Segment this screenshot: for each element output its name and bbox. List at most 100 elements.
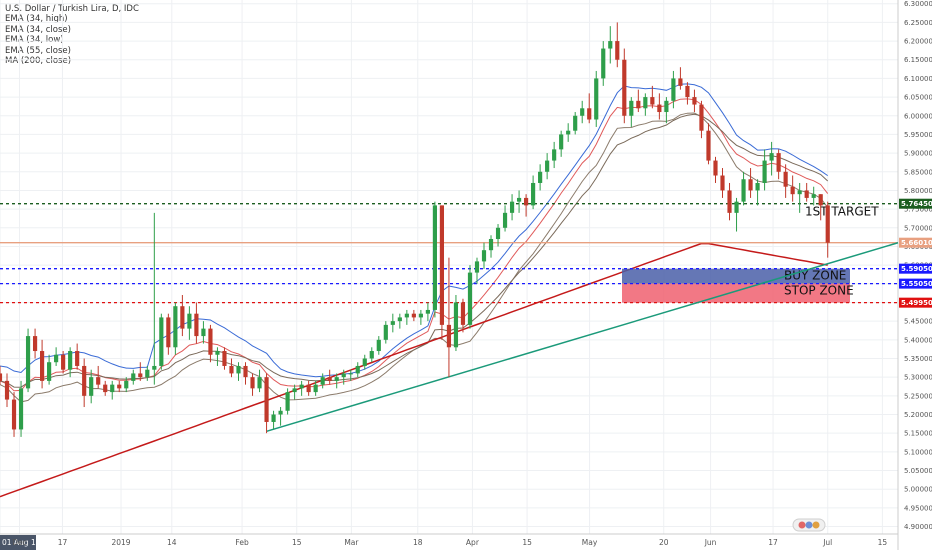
candle-body[interactable] <box>699 104 704 131</box>
candle-body[interactable] <box>18 388 24 430</box>
candle-body[interactable] <box>629 100 634 116</box>
candle-body[interactable] <box>706 130 711 161</box>
candle-body[interactable] <box>96 377 101 385</box>
candle-body[interactable] <box>762 160 767 183</box>
candle-body[interactable] <box>208 328 213 355</box>
candle-body[interactable] <box>783 171 788 187</box>
candle-body[interactable] <box>32 336 38 352</box>
candle-body[interactable] <box>68 351 73 370</box>
candle-body[interactable] <box>650 97 655 105</box>
candle-body[interactable] <box>552 149 557 161</box>
candle-body[interactable] <box>243 365 248 378</box>
legend-ema34-low[interactable]: EMA (34, low) <box>5 35 64 46</box>
candle-body[interactable] <box>615 41 620 60</box>
candle-body[interactable] <box>776 153 781 172</box>
candle-body[interactable] <box>47 362 52 381</box>
candle-body[interactable] <box>594 78 599 120</box>
candle-body[interactable] <box>306 384 311 393</box>
candle-body[interactable] <box>180 306 185 329</box>
candle-body[interactable] <box>159 317 164 366</box>
candle-body[interactable] <box>215 351 220 355</box>
candle-body[interactable] <box>566 130 571 135</box>
candle-body[interactable] <box>439 205 445 325</box>
candle-body[interactable] <box>54 354 59 363</box>
candle-body[interactable] <box>481 250 487 262</box>
candle-body[interactable] <box>580 108 585 116</box>
candle-body[interactable] <box>278 410 283 415</box>
candle-body[interactable] <box>671 78 676 101</box>
candle-body[interactable] <box>418 313 423 318</box>
candle-body[interactable] <box>587 108 592 120</box>
candle-body[interactable] <box>313 384 318 393</box>
candle-body[interactable] <box>222 351 227 366</box>
candle-body[interactable] <box>285 392 290 411</box>
candle-body[interactable] <box>166 317 171 348</box>
candle-body[interactable] <box>720 175 725 191</box>
candle-body[interactable] <box>811 194 816 198</box>
candle-body[interactable] <box>61 354 66 370</box>
candle-body[interactable] <box>573 115 578 131</box>
candle-body[interactable] <box>804 190 809 198</box>
candle-body[interactable] <box>201 328 206 337</box>
legend-ema34-high[interactable]: EMA (34, high) <box>5 14 68 25</box>
candle-body[interactable] <box>825 205 830 243</box>
candle-body[interactable] <box>257 377 262 389</box>
candle-body[interactable] <box>173 306 178 348</box>
candle-body[interactable] <box>348 373 353 375</box>
candle-body[interactable] <box>355 365 360 374</box>
candle-body[interactable] <box>622 59 627 116</box>
candle-body[interactable] <box>292 388 297 393</box>
candle-body[interactable] <box>818 194 823 206</box>
candle-body[interactable] <box>236 365 241 374</box>
candle-body[interactable] <box>636 100 641 109</box>
candle-body[interactable] <box>229 365 234 374</box>
candle-body[interactable] <box>488 238 494 251</box>
candle-body[interactable] <box>692 97 697 105</box>
candle-body[interactable] <box>755 182 760 191</box>
candle-body[interactable] <box>425 309 430 314</box>
candle-body[interactable] <box>194 313 199 337</box>
candle-body[interactable] <box>25 336 31 389</box>
candle-body[interactable] <box>4 380 10 400</box>
candle-body[interactable] <box>187 313 192 329</box>
candle-body[interactable] <box>89 377 94 396</box>
candle-body[interactable] <box>110 384 115 393</box>
candle-body[interactable] <box>376 339 381 352</box>
candle-body[interactable] <box>40 351 45 381</box>
candle-body[interactable] <box>460 302 466 325</box>
candle-body[interactable] <box>103 384 108 393</box>
candle-body[interactable] <box>411 313 416 318</box>
candle-body[interactable] <box>271 414 276 422</box>
candle-body[interactable] <box>369 351 374 359</box>
candle-body[interactable] <box>516 197 522 202</box>
candle-body[interactable] <box>601 48 606 79</box>
candle-body[interactable] <box>75 351 80 366</box>
candle-body[interactable] <box>741 179 746 202</box>
candle-body[interactable] <box>538 171 543 183</box>
candle-body[interactable] <box>0 373 3 381</box>
candle-body[interactable] <box>502 212 508 228</box>
candle-body[interactable] <box>734 201 739 213</box>
candle-body[interactable] <box>131 373 136 381</box>
candle-body[interactable] <box>769 153 774 161</box>
candle-body[interactable] <box>138 373 143 378</box>
candle-body[interactable] <box>404 313 409 318</box>
candle-body[interactable] <box>685 85 690 98</box>
candle-body[interactable] <box>748 179 753 191</box>
candle-body[interactable] <box>299 384 304 389</box>
candle-body[interactable] <box>362 358 367 366</box>
candle-body[interactable] <box>495 227 501 239</box>
candle-body[interactable] <box>82 365 87 396</box>
candle-body[interactable] <box>643 97 648 109</box>
candle-body[interactable] <box>383 324 388 340</box>
candle-body[interactable] <box>713 160 718 176</box>
candle-body[interactable] <box>397 317 402 322</box>
candle-body[interactable] <box>390 321 395 325</box>
candle-body[interactable] <box>664 100 669 113</box>
candle-body[interactable] <box>320 377 325 385</box>
candle-body[interactable] <box>446 324 452 348</box>
candle-body[interactable] <box>608 41 613 49</box>
trendline[interactable] <box>266 242 899 433</box>
candle-body[interactable] <box>657 104 662 113</box>
